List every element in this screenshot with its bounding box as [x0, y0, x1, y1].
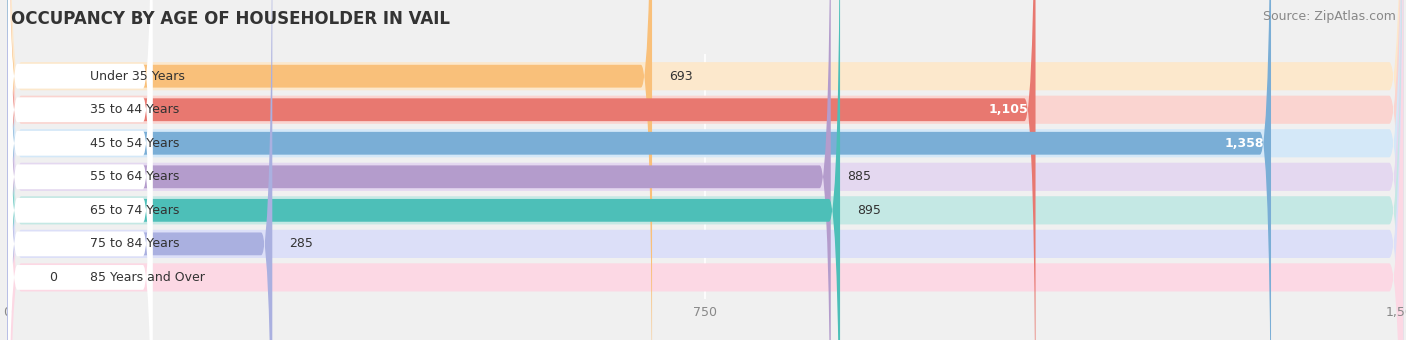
FancyBboxPatch shape — [8, 0, 152, 340]
FancyBboxPatch shape — [7, 0, 1403, 340]
Text: 885: 885 — [848, 170, 872, 183]
Text: 1,358: 1,358 — [1225, 137, 1264, 150]
FancyBboxPatch shape — [8, 0, 152, 340]
FancyBboxPatch shape — [7, 0, 273, 340]
Text: 55 to 64 Years: 55 to 64 Years — [90, 170, 180, 183]
Text: 85 Years and Over: 85 Years and Over — [90, 271, 205, 284]
FancyBboxPatch shape — [8, 0, 152, 340]
Text: OCCUPANCY BY AGE OF HOUSEHOLDER IN VAIL: OCCUPANCY BY AGE OF HOUSEHOLDER IN VAIL — [11, 10, 450, 28]
Text: 0: 0 — [49, 271, 56, 284]
FancyBboxPatch shape — [8, 0, 152, 340]
FancyBboxPatch shape — [7, 0, 652, 340]
Text: Under 35 Years: Under 35 Years — [90, 70, 186, 83]
Text: 1,105: 1,105 — [988, 103, 1028, 116]
FancyBboxPatch shape — [7, 0, 1271, 340]
FancyBboxPatch shape — [8, 0, 152, 340]
Text: 65 to 74 Years: 65 to 74 Years — [90, 204, 180, 217]
Text: 35 to 44 Years: 35 to 44 Years — [90, 103, 180, 116]
FancyBboxPatch shape — [7, 0, 1403, 340]
Text: Source: ZipAtlas.com: Source: ZipAtlas.com — [1263, 10, 1396, 23]
FancyBboxPatch shape — [7, 0, 1036, 340]
FancyBboxPatch shape — [8, 0, 152, 340]
FancyBboxPatch shape — [7, 0, 1403, 340]
Text: 285: 285 — [290, 237, 314, 250]
FancyBboxPatch shape — [7, 0, 839, 340]
FancyBboxPatch shape — [7, 0, 1403, 340]
Text: 75 to 84 Years: 75 to 84 Years — [90, 237, 180, 250]
FancyBboxPatch shape — [7, 0, 1403, 340]
Text: 693: 693 — [669, 70, 692, 83]
FancyBboxPatch shape — [8, 0, 152, 340]
FancyBboxPatch shape — [7, 0, 831, 340]
FancyBboxPatch shape — [7, 0, 1403, 340]
Text: 895: 895 — [856, 204, 880, 217]
Text: 45 to 54 Years: 45 to 54 Years — [90, 137, 180, 150]
FancyBboxPatch shape — [7, 0, 1403, 340]
